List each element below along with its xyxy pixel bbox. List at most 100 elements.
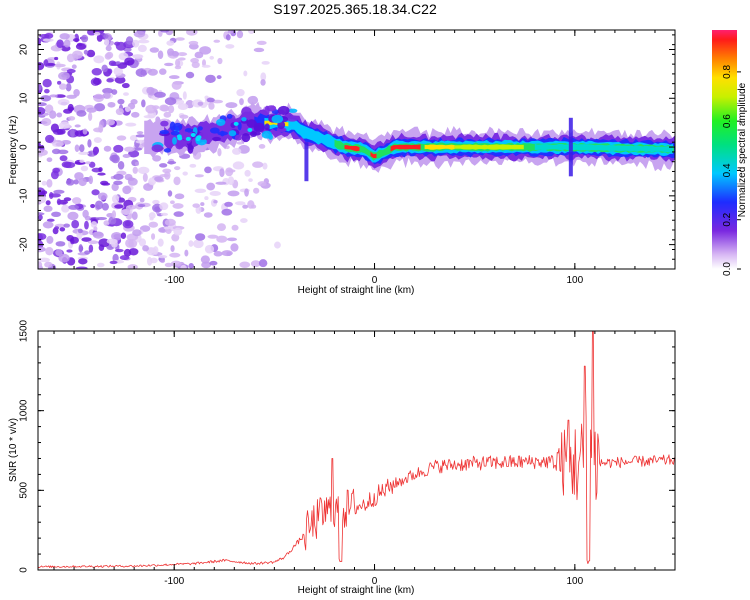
noise-speck	[261, 60, 270, 65]
noise-speck	[160, 105, 170, 112]
ridge-blob	[271, 114, 284, 124]
noise-speck	[102, 92, 111, 99]
noise-speck	[42, 38, 54, 42]
noise-speck	[139, 225, 151, 232]
noise-speck	[192, 203, 201, 208]
noise-speck	[128, 248, 139, 256]
noise-speck	[56, 39, 64, 49]
noise-speck	[101, 64, 108, 73]
noise-speck	[46, 218, 55, 222]
noise-speck	[125, 36, 134, 45]
noise-speck	[250, 204, 257, 209]
noise-speck	[177, 57, 186, 61]
noise-speck	[97, 172, 106, 176]
noise-speck	[84, 250, 91, 255]
noise-speck	[56, 112, 63, 118]
noise-speck	[66, 53, 75, 63]
ridge-blob	[241, 106, 252, 117]
noise-speck	[244, 169, 251, 177]
colorbar-gradient	[712, 30, 737, 269]
noise-speck	[98, 124, 104, 133]
noise-speck	[132, 229, 142, 237]
noise-speck	[142, 245, 149, 252]
ridge-hot-segment	[424, 144, 455, 150]
noise-speck	[133, 30, 146, 38]
noise-speck	[74, 130, 85, 137]
noise-speck	[243, 70, 248, 77]
noise-speck	[204, 244, 215, 254]
noise-speck	[206, 97, 215, 103]
noise-speck	[157, 50, 164, 60]
noise-speck	[132, 166, 138, 174]
noise-speck	[213, 39, 221, 43]
noise-speck	[109, 260, 118, 265]
ridge-blob	[159, 130, 169, 135]
noise-speck	[224, 201, 233, 207]
noise-speck	[125, 205, 131, 211]
ridge-blob	[286, 115, 299, 122]
noise-speck	[116, 135, 127, 141]
noise-speck	[230, 243, 239, 252]
noise-speck	[174, 166, 181, 171]
noise-speck	[71, 50, 83, 59]
noise-speck	[149, 257, 158, 264]
noise-speck	[190, 57, 199, 64]
noise-speck	[106, 78, 114, 83]
noise-speck	[170, 260, 182, 267]
noise-speck	[68, 204, 80, 210]
noise-speck	[80, 165, 89, 172]
noise-speck	[204, 166, 212, 174]
noise-speck	[113, 173, 124, 180]
y-tick-label: 10	[19, 92, 30, 104]
noise-speck	[104, 39, 110, 46]
noise-speck	[38, 62, 45, 71]
noise-speck	[92, 231, 104, 239]
noise-speck	[137, 203, 146, 208]
spectrogram-y-label: Frequency (Hz)	[8, 116, 19, 185]
noise-speck	[88, 161, 96, 168]
noise-speck	[66, 69, 76, 74]
ridge-blob	[151, 144, 164, 153]
noise-speck	[152, 199, 160, 205]
noise-speck	[217, 148, 222, 157]
noise-speck	[51, 211, 61, 218]
noise-speck	[117, 98, 125, 105]
noise-speck	[180, 264, 187, 269]
noise-speck	[274, 241, 281, 249]
noise-speck	[46, 179, 53, 188]
ridge-blob	[173, 122, 183, 131]
noise-speck	[82, 209, 89, 219]
ridge-blob	[197, 126, 203, 131]
noise-speck	[170, 245, 175, 253]
noise-speck	[91, 189, 100, 196]
noise-speck	[93, 137, 102, 143]
noise-speck	[200, 255, 210, 264]
noise-speck	[71, 64, 77, 69]
noise-speck	[78, 244, 83, 253]
noise-speck	[124, 57, 135, 66]
noise-speck	[159, 68, 167, 75]
noise-speck	[44, 33, 54, 39]
noise-speck	[98, 167, 103, 173]
ridge-blob	[184, 128, 193, 133]
noise-speck	[55, 249, 63, 256]
noise-speck	[111, 232, 123, 241]
noise-speck	[173, 176, 181, 186]
noise-speck	[186, 30, 198, 36]
noise-speck	[209, 260, 218, 266]
noise-speck	[160, 30, 170, 33]
noise-speck	[139, 197, 145, 203]
noise-speck	[111, 194, 120, 204]
ridge-blob	[187, 143, 194, 154]
noise-speck	[258, 144, 266, 149]
noise-speck	[182, 171, 188, 176]
noise-speck	[154, 91, 166, 98]
noise-speck	[94, 103, 106, 112]
noise-speck	[38, 261, 43, 269]
noise-speck	[169, 200, 175, 205]
ridge-blob	[170, 130, 180, 136]
noise-speck	[93, 226, 98, 231]
noise-speck	[134, 161, 140, 166]
noise-speck	[111, 210, 117, 219]
noise-speck	[184, 249, 189, 257]
